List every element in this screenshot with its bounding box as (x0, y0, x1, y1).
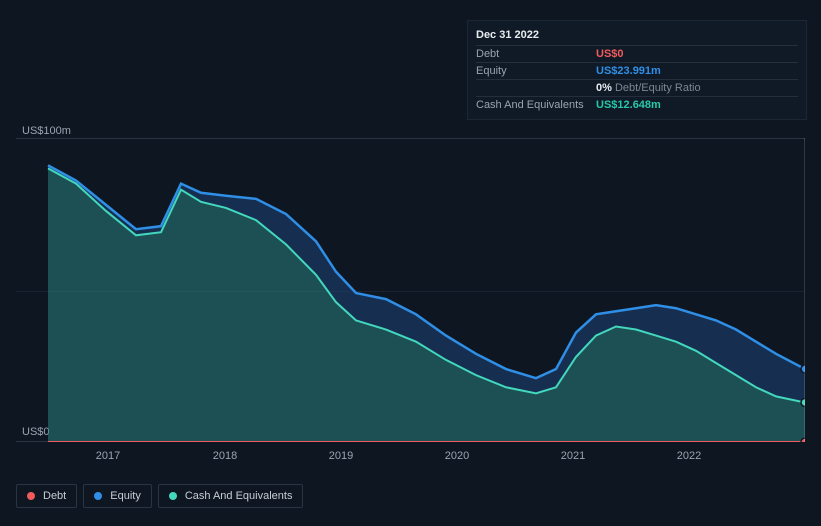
tooltip-date: Dec 31 2022 (476, 27, 798, 45)
tooltip-row: Cash And EquivalentsUS$12.648m (476, 96, 798, 113)
tooltip-row-label: Cash And Equivalents (476, 99, 596, 111)
area-cash (48, 168, 805, 442)
legend-item-label: Equity (110, 490, 141, 502)
chart-svg (16, 138, 805, 442)
tooltip-row-label: Equity (476, 65, 596, 77)
x-axis-tick-label: 2022 (677, 450, 701, 462)
chart-legend: Debt Equity Cash And Equivalents (16, 484, 303, 508)
x-axis-tick-label: 2018 (213, 450, 237, 462)
chart-tooltip: Dec 31 2022 DebtUS$0EquityUS$23.991m0% D… (467, 20, 807, 120)
legend-item[interactable]: Cash And Equivalents (158, 484, 304, 508)
tooltip-row-value: US$12.648m (596, 99, 661, 111)
tooltip-row-value: US$0 (596, 48, 624, 60)
legend-item-label: Debt (43, 490, 66, 502)
chart-hover-line (804, 138, 805, 442)
tooltip-row: 0% Debt/Equity Ratio (476, 79, 798, 96)
tooltip-row-value: 0% Debt/Equity Ratio (596, 82, 701, 94)
legend-dot-icon (169, 492, 177, 500)
financial-chart-container: { "tooltip": { "date": "Dec 31 2022", "r… (0, 0, 821, 526)
tooltip-row: DebtUS$0 (476, 45, 798, 62)
tooltip-row-value: US$23.991m (596, 65, 661, 77)
legend-item-label: Cash And Equivalents (185, 490, 293, 502)
x-axis-labels: 2017 2018 2019 2020 2021 2022 (16, 450, 805, 466)
legend-dot-icon (94, 492, 102, 500)
legend-item[interactable]: Equity (83, 484, 152, 508)
y-axis-max-label: US$100m (22, 125, 71, 137)
tooltip-row-label: Debt (476, 48, 596, 60)
legend-dot-icon (27, 492, 35, 500)
x-axis-tick-label: 2020 (445, 450, 469, 462)
legend-item[interactable]: Debt (16, 484, 77, 508)
tooltip-row: EquityUS$23.991m (476, 62, 798, 79)
x-axis-tick-label: 2017 (96, 450, 120, 462)
x-axis-tick-label: 2019 (329, 450, 353, 462)
x-axis-tick-label: 2021 (561, 450, 585, 462)
